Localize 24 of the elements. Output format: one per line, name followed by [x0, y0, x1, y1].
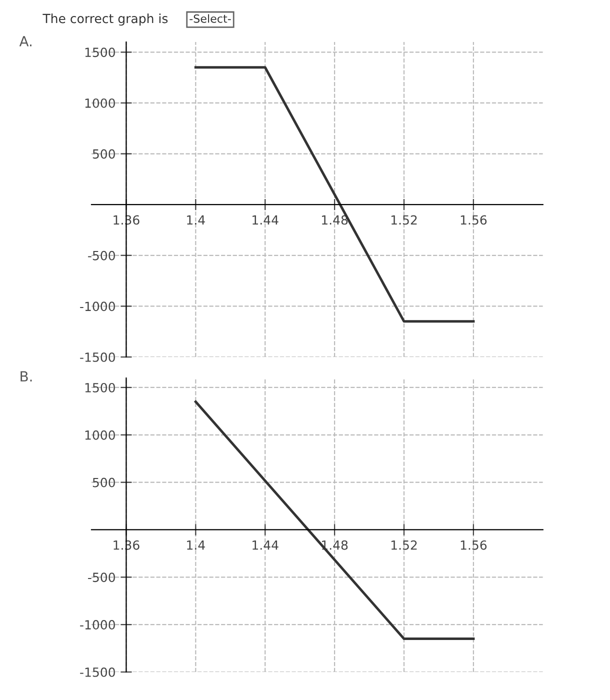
y-tick-label: 500: [92, 149, 115, 159]
x-tick-label: 1.4: [187, 215, 205, 224]
y-tick-label: -1500: [80, 352, 115, 362]
x-tick-label: 1.44: [252, 540, 278, 550]
y-tick-label: -1500: [80, 667, 115, 677]
y-tick-label: -500: [88, 572, 115, 582]
chart-title: A.: [19, 36, 32, 46]
x-tick-label: 1.56: [460, 215, 487, 225]
x-tick-label: 1.52: [391, 540, 417, 550]
y-tick-label: 1500: [85, 382, 115, 392]
x-tick-label: 1.44: [252, 215, 278, 224]
y-tick-label: -1000: [80, 620, 115, 630]
y-tick-label: 500: [92, 478, 115, 488]
y-tick-label: -500: [88, 250, 115, 260]
y-tick-label: 1000: [85, 430, 115, 440]
chart-title: B.: [20, 371, 32, 382]
x-tick-label: 1.56: [460, 540, 487, 550]
y-tick-label: 1000: [85, 98, 115, 108]
text: The correct graph is: [42, 14, 168, 26]
x-tick-label: 1.52: [391, 215, 417, 225]
y-tick-label: 1500: [85, 48, 115, 58]
text: -Select-: [190, 14, 231, 23]
x-tick-label: 1.4: [187, 540, 205, 550]
y-tick-label: -1000: [80, 302, 115, 312]
